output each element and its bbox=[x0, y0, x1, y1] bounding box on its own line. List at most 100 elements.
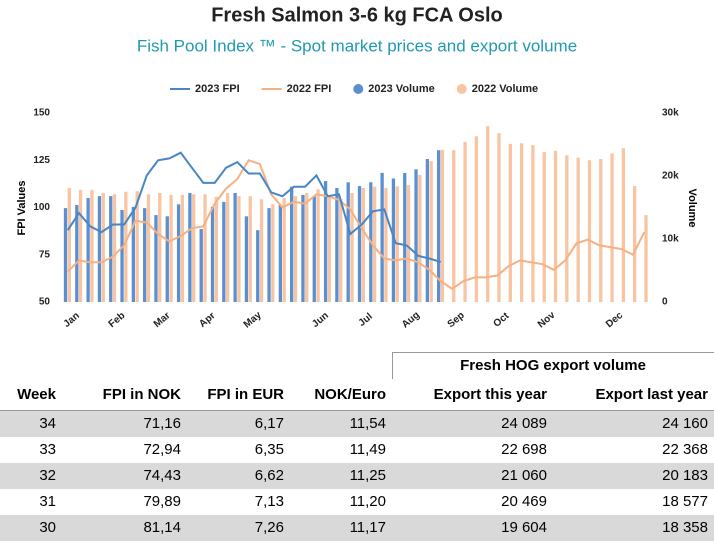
column-header: Week bbox=[0, 378, 62, 411]
bar bbox=[391, 178, 396, 302]
table-cell: 20 469 bbox=[501, 493, 547, 510]
bar bbox=[542, 152, 546, 302]
legend-label: 2022 FPI bbox=[287, 83, 332, 95]
table-cell: 18 577 bbox=[662, 493, 708, 510]
bar bbox=[418, 174, 422, 302]
bar bbox=[633, 186, 637, 302]
group-header-row: Fresh HOG export volume bbox=[0, 352, 714, 379]
x-tick-label: Feb bbox=[107, 310, 128, 330]
bar bbox=[233, 193, 237, 302]
bar bbox=[203, 194, 207, 302]
bar bbox=[553, 150, 558, 302]
bar bbox=[519, 143, 524, 302]
group-header: Fresh HOG export volume bbox=[391, 352, 714, 379]
column-header: Export last year bbox=[553, 378, 714, 411]
bar bbox=[278, 204, 282, 302]
table-cell: 11,17 bbox=[290, 514, 392, 541]
bar bbox=[312, 196, 316, 302]
table-row: 31 79,89 7,13 11,20 20 469 18 577 bbox=[0, 489, 714, 515]
x-tick-label: Apr bbox=[197, 310, 217, 330]
bar bbox=[565, 155, 569, 302]
y-tick-label: 125 bbox=[33, 155, 50, 166]
bar bbox=[248, 196, 252, 302]
bar bbox=[305, 193, 309, 302]
chart: Fresh Salmon 3-6 kg FCA Oslo Fish Pool I… bbox=[16, 4, 698, 331]
bar bbox=[350, 193, 354, 302]
bar bbox=[644, 215, 648, 302]
table-cell: 22 698 bbox=[501, 441, 547, 458]
y2-axis-title: Volume bbox=[686, 189, 698, 228]
table-cell: 24 160 bbox=[553, 410, 714, 437]
bar bbox=[508, 143, 512, 302]
table-cell: 32 bbox=[0, 462, 62, 489]
bar bbox=[290, 186, 294, 302]
column-header: Export this year bbox=[392, 378, 553, 411]
bar bbox=[101, 193, 105, 302]
bar bbox=[486, 126, 490, 302]
table-cell: 7,13 bbox=[254, 493, 284, 510]
bar bbox=[256, 230, 260, 302]
bar bbox=[372, 186, 377, 302]
bar bbox=[78, 189, 83, 302]
bar bbox=[237, 196, 241, 302]
bar bbox=[244, 216, 249, 302]
bar bbox=[124, 191, 128, 302]
bar bbox=[86, 198, 90, 302]
line bbox=[66, 151, 442, 263]
bar bbox=[323, 181, 328, 302]
bar bbox=[267, 208, 271, 302]
bar bbox=[463, 141, 467, 302]
legend-label: 2022 Volume bbox=[472, 83, 538, 95]
table-cell: 22 368 bbox=[662, 441, 708, 458]
bar bbox=[587, 160, 592, 302]
legend-symbol bbox=[456, 84, 467, 94]
table-cell: 31 bbox=[39, 493, 56, 510]
x-tick-label: Jan bbox=[62, 310, 82, 330]
table-cell: 6,17 bbox=[187, 410, 290, 437]
table-cell: 30 bbox=[0, 514, 62, 541]
bar bbox=[146, 194, 151, 302]
bar bbox=[143, 208, 147, 302]
bar bbox=[452, 150, 456, 302]
x-tick-label: May bbox=[242, 309, 264, 330]
bar bbox=[437, 150, 441, 302]
x-tick-label: Jul bbox=[357, 311, 375, 329]
table-cell: 19 604 bbox=[392, 514, 553, 541]
bar bbox=[474, 136, 479, 302]
table-cell: 21 060 bbox=[392, 462, 553, 489]
bar bbox=[109, 196, 113, 302]
bar bbox=[112, 194, 117, 302]
bar bbox=[222, 201, 226, 302]
x-tick-label: Jun bbox=[310, 310, 331, 330]
x-tick-label: Nov bbox=[536, 310, 558, 331]
chart-subtitle: Fish Pool Index ™ - Spot market prices a… bbox=[137, 36, 577, 55]
x-tick-label: Dec bbox=[604, 310, 625, 331]
bar bbox=[75, 204, 79, 302]
header-row: Week FPI in NOK FPI in EUR NOK/Euro Export t… bbox=[0, 378, 714, 411]
bar bbox=[403, 173, 407, 302]
bar bbox=[380, 172, 384, 302]
table-row: 30 81,14 7,26 11,17 19 604 18 358 bbox=[0, 514, 714, 541]
bar bbox=[225, 193, 230, 302]
bar bbox=[293, 196, 298, 302]
bar bbox=[90, 189, 94, 302]
table-cell: 72,94 bbox=[143, 441, 181, 458]
x-tick-label: Sep bbox=[446, 310, 467, 330]
bar bbox=[621, 148, 626, 302]
y2-tick-label: 30k bbox=[662, 108, 679, 119]
table-cell: 11,20 bbox=[349, 493, 386, 510]
table-body: Fresh HOG export volume Week FPI in NOK FPI… bbox=[0, 352, 714, 541]
bar bbox=[154, 215, 158, 302]
legend-symbol bbox=[353, 84, 364, 94]
x-tick-label: Mar bbox=[152, 310, 173, 330]
bar bbox=[335, 187, 339, 302]
bar bbox=[165, 216, 169, 302]
y2-tick-label: 10k bbox=[662, 234, 679, 245]
bar bbox=[158, 193, 162, 302]
table-cell: 33 bbox=[39, 441, 56, 458]
empty-cell bbox=[0, 353, 392, 379]
table-cell: 11,25 bbox=[290, 462, 392, 489]
y2-tick-label: 20k bbox=[662, 171, 679, 182]
table-cell: 20 183 bbox=[553, 462, 714, 489]
